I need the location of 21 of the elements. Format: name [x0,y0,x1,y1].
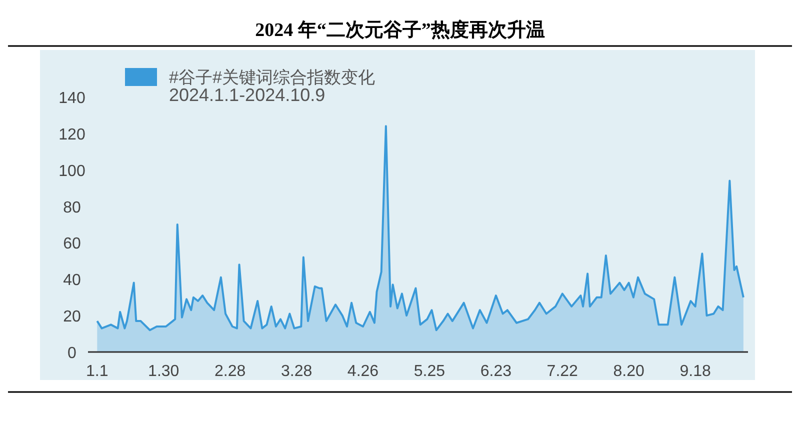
legend-label: #谷子#关键词综合指数变化 [169,68,375,87]
x-tick-label: 7.22 [546,363,578,380]
y-tick-label: 140 [58,90,86,107]
x-tick-label: 3.28 [280,363,312,380]
annotation: 2024.1.1-2024.10.9 [169,85,326,105]
x-tick-label: 2.28 [214,363,246,380]
x-tick-label: 1.1 [86,363,108,380]
x-tick-label: 4.26 [347,363,379,380]
x-tick-label: 5.25 [414,363,446,380]
x-tick-label: 9.18 [680,363,711,380]
y-tick-label: 120 [58,126,86,144]
y-tick-label: 20 [63,308,81,326]
x-tick-label: 6.23 [480,363,512,380]
y-tick-label: 60 [63,236,81,253]
chart-title: 2024 年“二次元谷子”热度再次升温 [255,19,545,41]
x-tick-label: 1.30 [148,363,180,380]
x-tick-label: 8.20 [613,363,645,380]
y-tick-label: 40 [63,272,81,290]
y-tick-label: 80 [63,199,81,216]
y-tick-label: 0 [68,345,77,362]
y-tick-label: 100 [58,162,86,180]
